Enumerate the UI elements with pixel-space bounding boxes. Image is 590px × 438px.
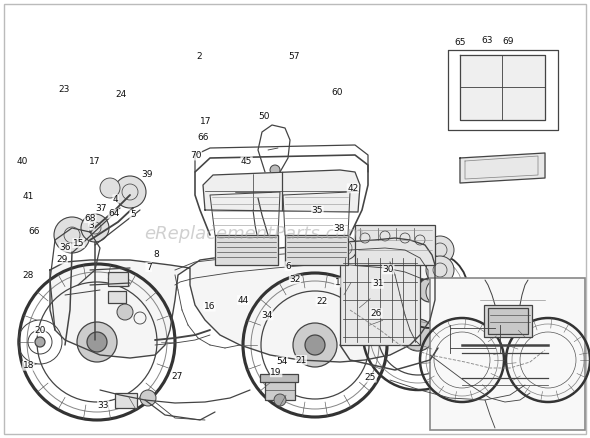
Circle shape — [140, 390, 156, 406]
Text: 57: 57 — [288, 53, 300, 61]
Text: 66: 66 — [198, 134, 209, 142]
Bar — [340, 255, 420, 345]
Text: 32: 32 — [289, 275, 301, 284]
Text: 35: 35 — [312, 206, 323, 215]
Text: 60: 60 — [332, 88, 343, 97]
Bar — [430, 278, 585, 430]
Circle shape — [270, 165, 280, 175]
Text: 8: 8 — [153, 251, 159, 259]
Text: 2: 2 — [196, 52, 202, 60]
Text: 66: 66 — [28, 227, 40, 236]
Circle shape — [114, 176, 146, 208]
Text: 69: 69 — [503, 37, 514, 46]
Text: 6: 6 — [285, 262, 291, 271]
Text: 29: 29 — [56, 255, 68, 264]
Text: 18: 18 — [22, 361, 34, 370]
Circle shape — [426, 278, 454, 306]
Text: 63: 63 — [481, 36, 493, 45]
Text: 20: 20 — [34, 326, 46, 335]
Circle shape — [77, 322, 117, 362]
Circle shape — [274, 394, 286, 406]
Bar — [484, 305, 532, 337]
Text: 19: 19 — [270, 368, 282, 377]
Circle shape — [363, 232, 387, 256]
Polygon shape — [215, 235, 278, 265]
Circle shape — [81, 214, 109, 242]
Circle shape — [402, 319, 434, 351]
Text: 50: 50 — [258, 112, 270, 120]
Text: 70: 70 — [190, 151, 202, 160]
Text: 21: 21 — [295, 356, 307, 364]
Text: 44: 44 — [237, 296, 249, 304]
Text: 25: 25 — [365, 373, 376, 382]
Circle shape — [87, 332, 107, 352]
Text: 5: 5 — [130, 210, 136, 219]
Text: 65: 65 — [454, 39, 466, 47]
Text: 15: 15 — [73, 239, 84, 247]
Polygon shape — [460, 153, 545, 183]
Text: 42: 42 — [347, 184, 359, 193]
Text: eReplacementParts.com: eReplacementParts.com — [144, 225, 363, 244]
Text: 16: 16 — [204, 302, 215, 311]
Text: 3: 3 — [88, 221, 94, 230]
Circle shape — [54, 217, 90, 253]
Circle shape — [35, 337, 45, 347]
Text: 17: 17 — [199, 117, 211, 126]
Text: 17: 17 — [88, 157, 100, 166]
Circle shape — [426, 256, 454, 284]
Circle shape — [293, 323, 337, 367]
Text: 36: 36 — [59, 243, 71, 252]
Circle shape — [117, 304, 133, 320]
Text: 41: 41 — [22, 192, 34, 201]
Circle shape — [418, 278, 442, 302]
Text: 39: 39 — [142, 170, 153, 179]
Text: 23: 23 — [58, 85, 70, 94]
Text: 45: 45 — [241, 157, 253, 166]
Text: 33: 33 — [97, 401, 109, 410]
Text: 28: 28 — [22, 272, 34, 280]
Text: 68: 68 — [84, 214, 96, 223]
Text: 27: 27 — [171, 372, 183, 381]
Text: 24: 24 — [115, 90, 127, 99]
Bar — [488, 308, 528, 334]
Circle shape — [333, 236, 357, 260]
Bar — [265, 378, 295, 400]
Polygon shape — [203, 170, 360, 212]
Text: 1: 1 — [335, 278, 340, 287]
Bar — [108, 272, 128, 286]
Bar — [355, 225, 435, 265]
Text: 26: 26 — [371, 309, 382, 318]
Bar — [260, 374, 298, 382]
Text: 40: 40 — [17, 157, 28, 166]
Polygon shape — [50, 238, 435, 362]
Circle shape — [305, 335, 325, 355]
Polygon shape — [460, 55, 545, 120]
Text: 4: 4 — [113, 195, 119, 204]
Text: 54: 54 — [276, 357, 288, 366]
Text: 7: 7 — [146, 263, 152, 272]
Text: 31: 31 — [372, 279, 384, 288]
Text: 64: 64 — [108, 209, 120, 218]
Bar — [115, 393, 137, 408]
Text: 22: 22 — [316, 297, 327, 306]
Bar — [108, 291, 126, 303]
Polygon shape — [285, 235, 348, 265]
Bar — [445, 325, 500, 353]
Text: 38: 38 — [333, 224, 345, 233]
Text: 37: 37 — [96, 204, 107, 212]
Circle shape — [100, 178, 120, 198]
Circle shape — [426, 236, 454, 264]
Text: 34: 34 — [261, 311, 273, 320]
Text: 30: 30 — [382, 265, 394, 274]
